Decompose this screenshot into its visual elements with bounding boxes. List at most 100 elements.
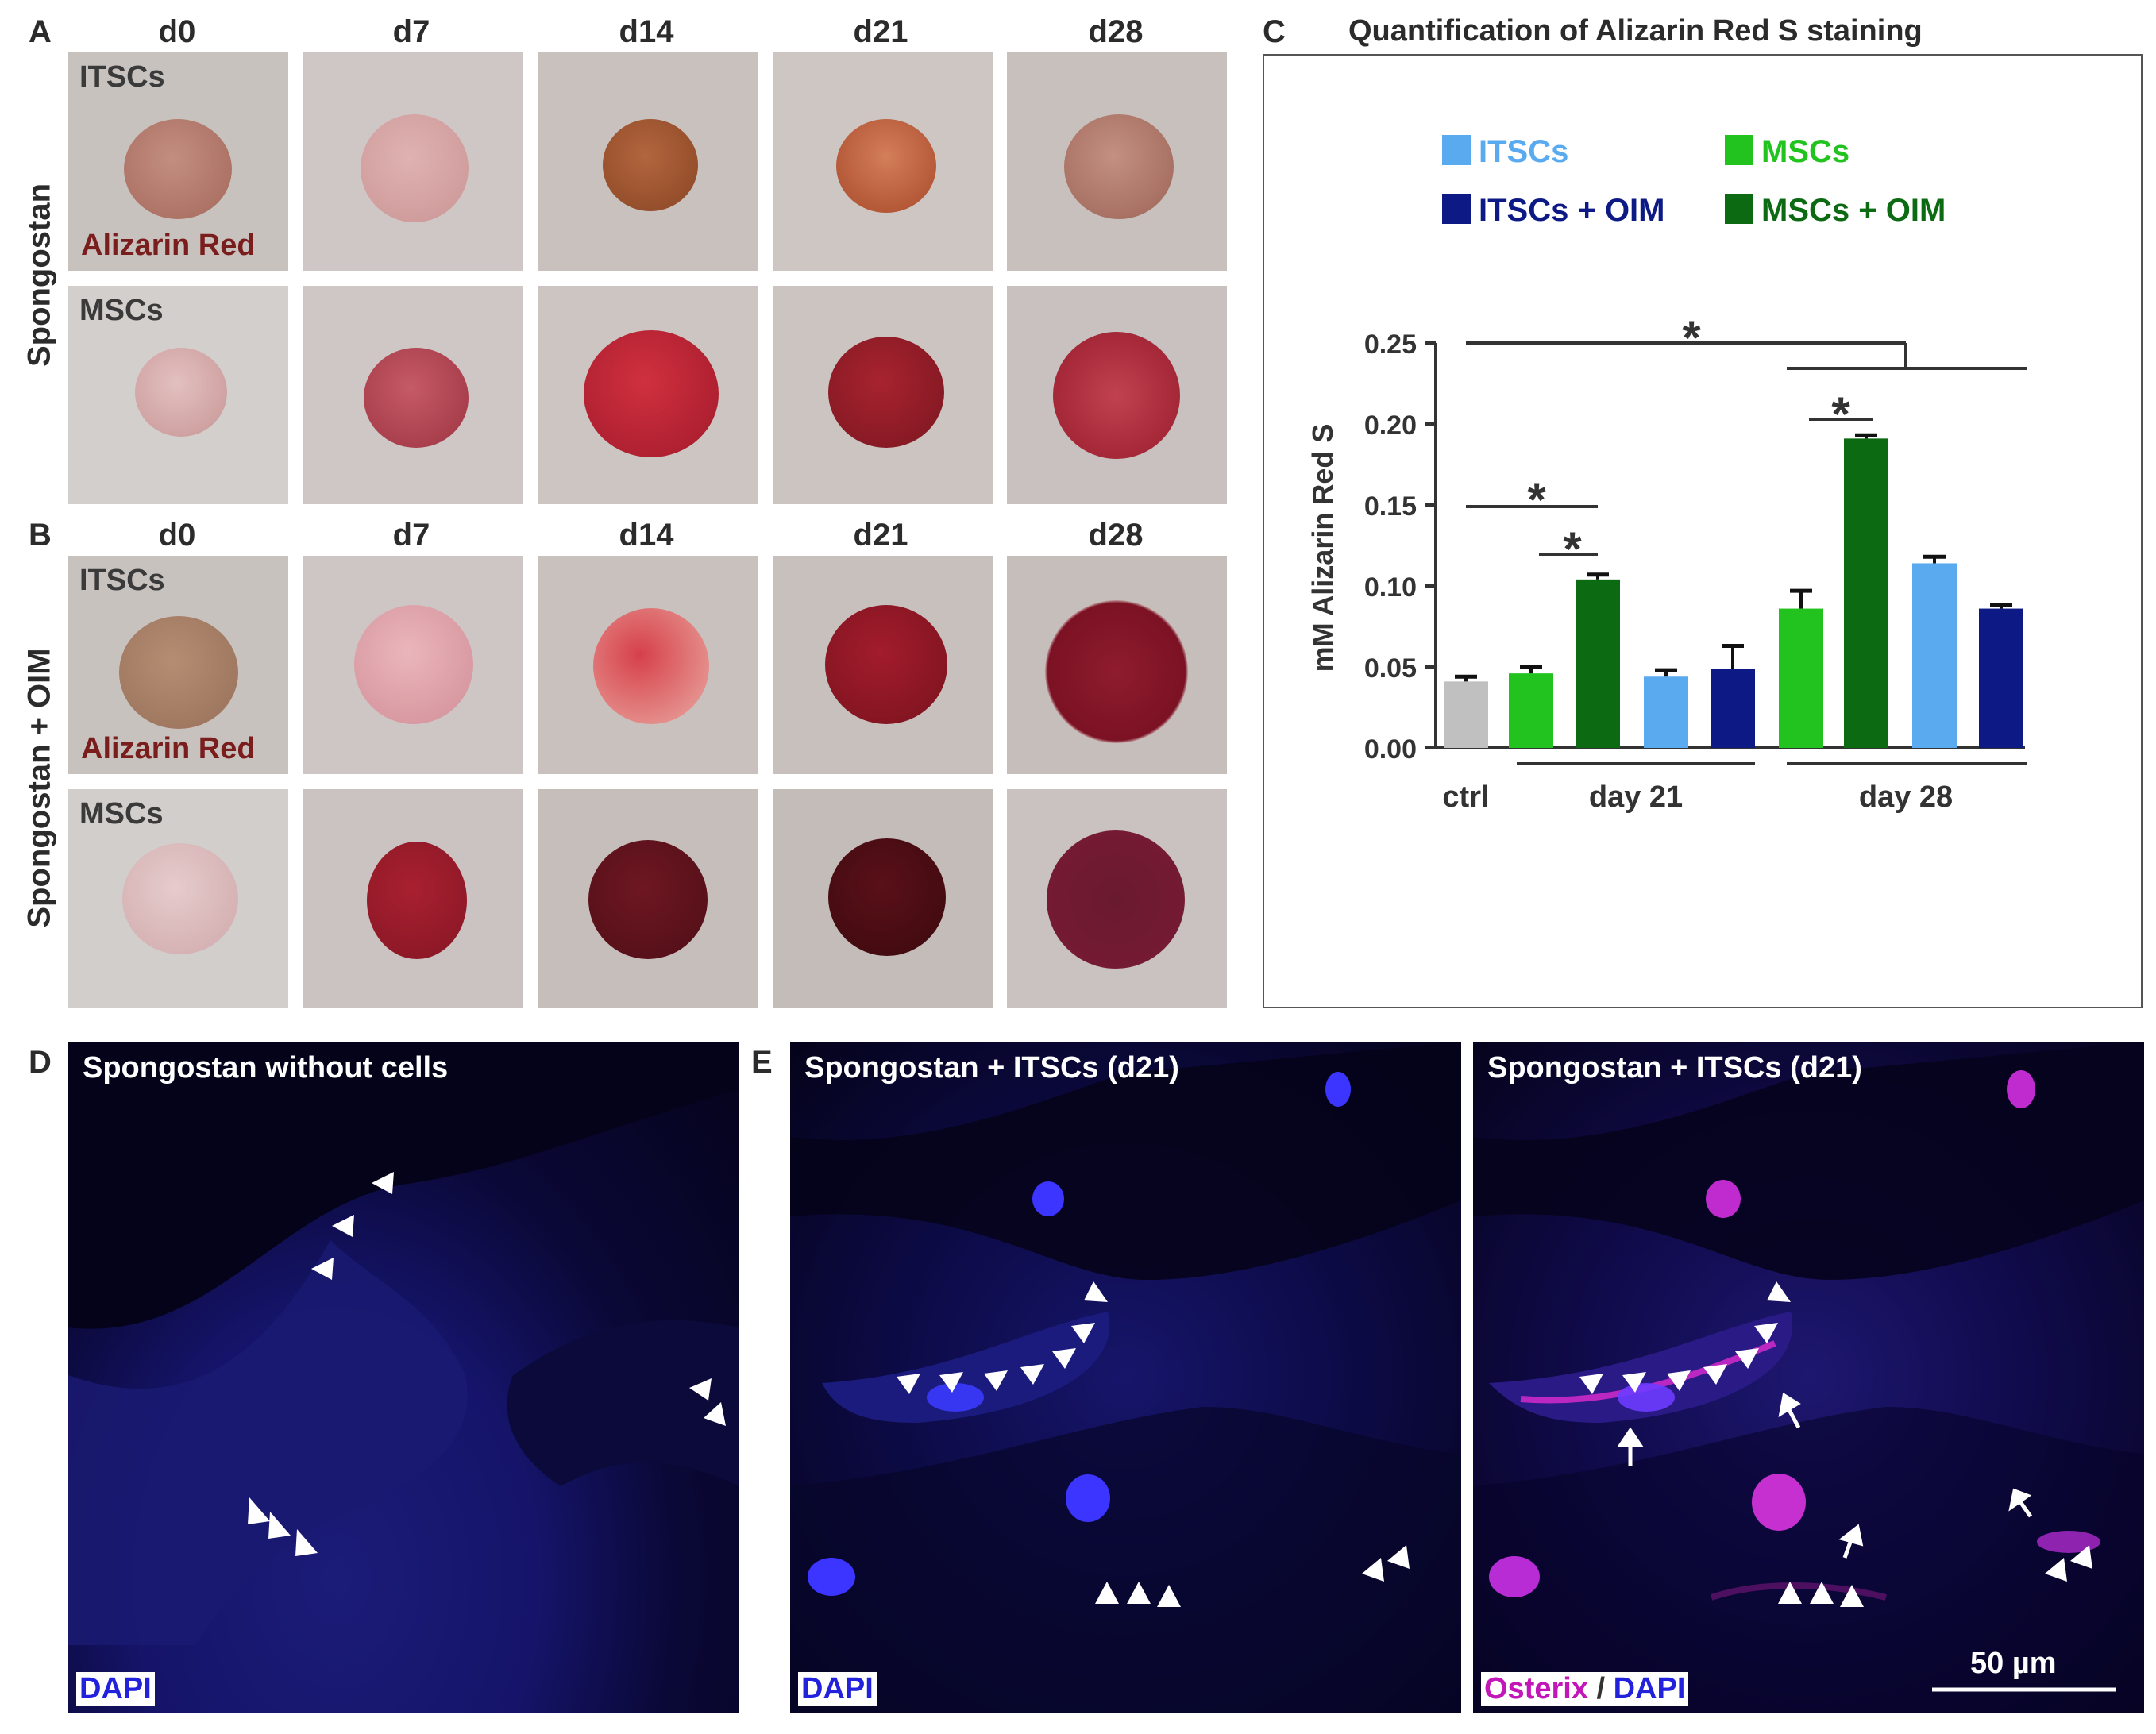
photo-a-mscs-d14 — [538, 286, 758, 504]
panel-e1-title: Spongostan + ITSCs (d21) — [804, 1051, 1179, 1085]
scaffold-structure — [1473, 1042, 2144, 1713]
fluorescence-panel-e-osterix: Spongostan + ITSCs (d21) Osterix / DAPI … — [1473, 1042, 2144, 1713]
arrowhead-icon — [1667, 1370, 1691, 1391]
label-separator: / — [1587, 1672, 1614, 1705]
arrowhead-icon — [1052, 1348, 1076, 1369]
arrowhead-icon — [704, 1402, 726, 1426]
row-label-spongostan-oim: Spongostan + OIM — [21, 648, 57, 928]
photo-b-itscs-d21 — [773, 556, 993, 774]
photo-a-itscs-d21 — [773, 52, 993, 271]
arrowhead-icon — [2045, 1558, 2067, 1582]
arrowhead-icon — [372, 1172, 394, 1194]
scaffold-disc — [354, 605, 473, 724]
photo-a-itscs-d14 — [538, 52, 758, 271]
scaffold-disc — [1053, 332, 1180, 459]
arrowhead-icon — [1703, 1364, 1727, 1385]
day-label-b-d14: d14 — [619, 518, 674, 553]
cell-label-mscs: MSCs — [79, 797, 164, 830]
fluorescence-panel-d: Spongostan without cells DAPI — [68, 1042, 739, 1713]
arrowhead-icon — [332, 1215, 354, 1237]
arrowhead-icon — [1840, 1585, 1864, 1607]
panel-letter-b: B — [29, 518, 52, 553]
scaffold-disc — [119, 616, 238, 729]
day-label-a-d0: d0 — [158, 14, 196, 49]
arrowhead-icon — [311, 1258, 334, 1280]
scale-bar-label: 50 µm — [1970, 1647, 2057, 1680]
photo-b-mscs-d28 — [1007, 789, 1227, 1008]
panel-letter-a: A — [29, 14, 52, 49]
arrowhead-icon — [248, 1497, 270, 1524]
panel-d-title: Spongostan without cells — [83, 1051, 449, 1085]
arrowhead-icon — [268, 1512, 291, 1539]
stain-label-alizarin: Alizarin Red — [81, 732, 256, 765]
dapi-label: DAPI — [798, 1672, 877, 1706]
scaffold-disc — [593, 608, 709, 724]
arrowhead-icon — [1387, 1545, 1410, 1569]
photo-a-mscs-d7 — [303, 286, 523, 504]
scaffold-disc — [122, 843, 238, 954]
photo-b-mscs-d14 — [538, 789, 758, 1008]
arrowhead-icon — [689, 1378, 712, 1401]
scaffold-disc — [135, 348, 227, 437]
scaffold-structure — [68, 1042, 739, 1645]
photo-a-itscs-d7 — [303, 52, 523, 271]
arrowhead-icon — [1622, 1372, 1646, 1393]
arrowhead-icon — [1735, 1348, 1759, 1369]
arrow-icon — [1838, 1524, 1864, 1559]
arrowhead-icon — [1084, 1281, 1108, 1302]
photo-a-mscs-d0: MSCs — [68, 286, 288, 504]
osterix-text: Osterix — [1484, 1672, 1588, 1705]
arrow-icon — [1778, 1392, 1801, 1429]
day-label-b-d28: d28 — [1088, 518, 1144, 553]
arrowhead-icon — [1754, 1323, 1778, 1343]
day-label-a-d14: d14 — [619, 14, 674, 49]
arrowhead-icon — [984, 1370, 1008, 1391]
row-label-spongostan: Spongostan — [21, 183, 57, 368]
scaffold-disc — [588, 840, 708, 959]
chart-frame — [1263, 54, 2143, 1008]
arrowhead-icon — [1579, 1374, 1603, 1394]
cell-label-itscs: ITSCs — [79, 60, 165, 94]
panel-letter-d: D — [29, 1045, 52, 1080]
chart-title: Quantification of Alizarin Red S stainin… — [1348, 14, 1923, 48]
stain-label-alizarin: Alizarin Red — [81, 229, 256, 262]
arrowhead-markers — [248, 1172, 726, 1556]
scaffold-disc — [1045, 600, 1188, 743]
scaffold-disc — [825, 605, 947, 724]
scaffold-disc — [828, 337, 944, 448]
photo-b-mscs-d0: MSCs — [68, 789, 288, 1008]
scaffold-disc — [828, 838, 946, 956]
day-label-b-d7: d7 — [392, 518, 430, 553]
scaffold-disc — [361, 114, 469, 222]
osterix-dapi-label: Osterix / DAPI — [1481, 1672, 1689, 1706]
dapi-label: DAPI — [76, 1672, 155, 1706]
scaffold-disc — [367, 842, 467, 959]
day-label-a-d7: d7 — [392, 14, 430, 49]
arrowhead-markers — [1579, 1281, 2116, 1692]
arrowhead-icon — [2070, 1545, 2092, 1569]
panel-e2-title: Spongostan + ITSCs (d21) — [1487, 1051, 1862, 1085]
arrowhead-icon — [1362, 1558, 1384, 1582]
arrowhead-icon — [1778, 1582, 1802, 1604]
day-label-b-d21: d21 — [853, 518, 908, 553]
cell-label-mscs: MSCs — [79, 294, 164, 327]
day-label-a-d21: d21 — [853, 14, 908, 49]
arrowhead-icon — [1767, 1281, 1791, 1302]
arrowhead-icon — [1810, 1582, 1834, 1604]
scaffold-disc — [836, 119, 936, 213]
arrowhead-markers — [897, 1281, 1410, 1607]
photo-b-itscs-d7 — [303, 556, 523, 774]
arrowhead-icon — [939, 1372, 963, 1393]
photo-a-itscs-d28 — [1007, 52, 1227, 271]
photo-b-itscs-d0: ITSCs Alizarin Red — [68, 556, 288, 774]
arrow-icon — [2008, 1488, 2033, 1518]
photo-b-itscs-d14 — [538, 556, 758, 774]
dapi-text: DAPI — [801, 1672, 874, 1705]
panel-letter-e: E — [751, 1045, 773, 1080]
arrow-icon — [1617, 1427, 1644, 1466]
dapi-text: DAPI — [79, 1672, 152, 1705]
scaffold-disc — [124, 119, 232, 219]
panel-letter-c: C — [1263, 14, 1286, 49]
arrowhead-icon — [1020, 1364, 1044, 1385]
day-label-b-d0: d0 — [158, 518, 196, 553]
